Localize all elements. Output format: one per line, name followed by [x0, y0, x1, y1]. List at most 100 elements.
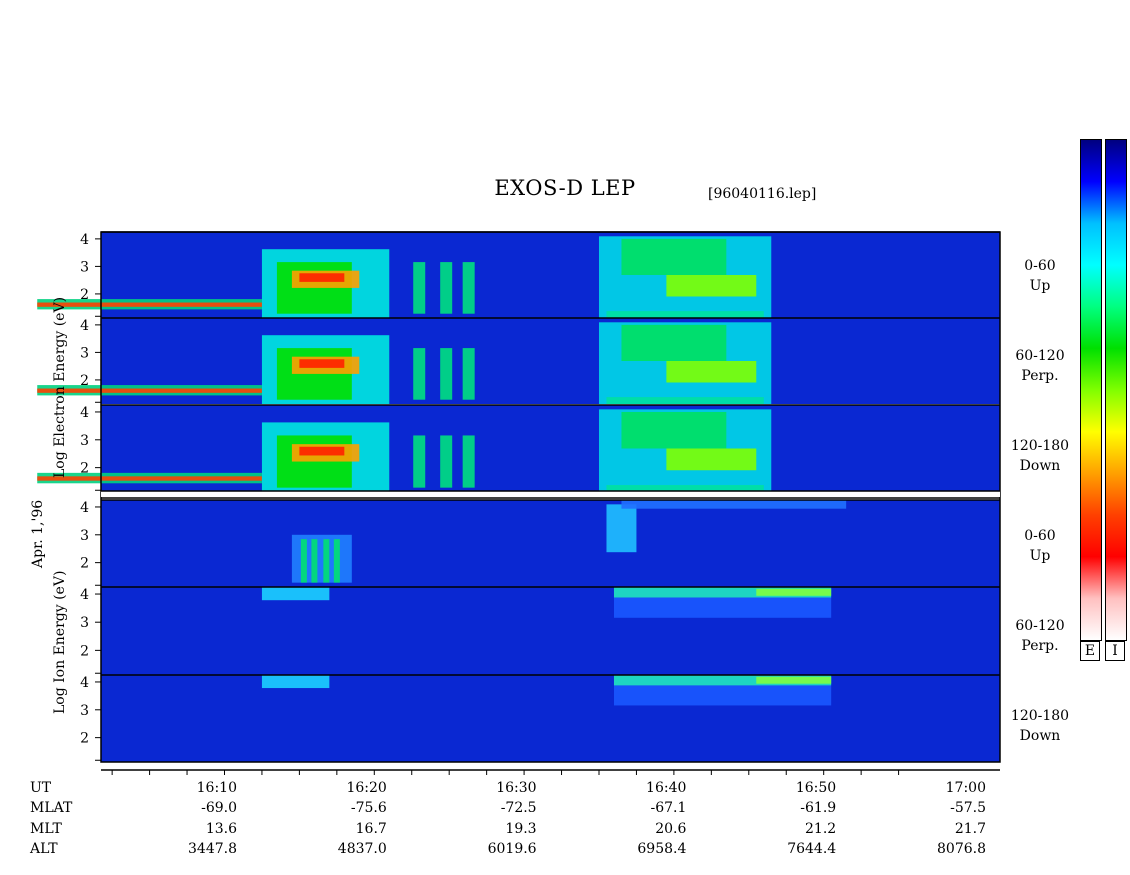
spectrum-region — [261, 675, 330, 689]
spectrum-region — [606, 504, 637, 553]
ephemeris-row-label: ALT — [30, 841, 58, 857]
y-tick-label: 2 — [80, 373, 89, 389]
panel-bg — [101, 675, 1000, 762]
spectrum-region — [323, 539, 330, 583]
date-label: Apr. 1,'96 — [30, 499, 46, 568]
pitch-label: 120-180 Down — [1005, 436, 1075, 476]
spectrum-region — [261, 587, 330, 601]
panel-bg — [101, 587, 1000, 675]
spectrum-region — [756, 588, 832, 596]
spectrum-region — [299, 273, 345, 282]
electron-y-label: Log Electron Energy (eV) — [52, 296, 68, 478]
y-tick-label: 4 — [80, 500, 89, 516]
spectrum-region — [621, 500, 847, 509]
ephemeris-mlat: -57.5 — [950, 800, 986, 816]
y-tick-label: 2 — [80, 287, 89, 303]
ephemeris-alt: 6019.6 — [487, 841, 537, 857]
spectrum-region — [300, 539, 307, 583]
spectrum-region — [666, 448, 757, 471]
spectrum-region — [756, 676, 832, 684]
ephemeris-ut: 16:40 — [646, 780, 687, 796]
ion-y-label: Log Ion Energy (eV) — [52, 570, 68, 714]
pitch-direction: Up — [1029, 278, 1051, 294]
ephemeris-row-label: MLAT — [30, 800, 73, 816]
y-tick-label: 4 — [80, 405, 89, 421]
spectrum-region — [621, 411, 727, 449]
panel-bg — [101, 500, 1000, 587]
colorbar-electron-label: E — [1080, 641, 1100, 661]
spectrum-region — [606, 311, 764, 318]
ephemeris-alt: 3447.8 — [188, 841, 237, 857]
ephemeris-mlat: -69.0 — [201, 800, 237, 816]
pitch-range: 60-120 — [1015, 618, 1065, 634]
spectrum-region — [299, 359, 345, 368]
spectrum-region — [621, 238, 727, 275]
ephemeris-ut: 16:30 — [496, 780, 537, 796]
pitch-label: 60-120 Perp. — [1005, 346, 1075, 386]
pitch-direction: Down — [1019, 728, 1061, 744]
ephemeris-ut: 16:50 — [795, 780, 837, 796]
spectrum-region — [613, 587, 832, 598]
ephemeris-row-label: UT — [30, 780, 52, 796]
pitch-direction: Up — [1029, 548, 1051, 564]
spectrum-region — [413, 262, 426, 314]
pitch-range: 120-180 — [1010, 438, 1070, 454]
y-tick-label: 4 — [80, 232, 89, 248]
spectrum-region — [666, 275, 757, 297]
pitch-range: 120-180 — [1010, 708, 1070, 724]
spectrum-region — [37, 302, 262, 307]
spectrum-region — [37, 476, 262, 481]
y-tick-label: 3 — [80, 345, 89, 361]
ephemeris-mlt: 13.6 — [205, 821, 237, 837]
spectrum-region — [413, 348, 426, 400]
spectrum-region — [613, 685, 832, 706]
ephemeris-alt: 4837.0 — [337, 841, 387, 857]
file-label: [96040116.lep] — [708, 186, 817, 202]
y-tick-label: 4 — [80, 675, 89, 691]
ephemeris-row-label: MLT — [30, 821, 62, 837]
spectrum-region — [606, 397, 764, 404]
pitch-direction: Perp. — [1021, 368, 1059, 384]
spectrum-region — [276, 435, 352, 488]
spectrum-region — [621, 324, 727, 361]
pitch-label: 120-180 Down — [1005, 706, 1075, 746]
y-tick-label: 2 — [80, 731, 89, 747]
ephemeris-mlt: 20.6 — [655, 821, 687, 837]
spectrum-region — [440, 435, 453, 488]
ephemeris-mlt: 21.7 — [954, 821, 986, 837]
colorbar-ion-label: I — [1105, 641, 1125, 661]
spectrum-region — [440, 348, 453, 400]
spectrum-region — [666, 361, 757, 383]
ephemeris-ut: 17:00 — [945, 780, 986, 796]
pitch-range: 60-120 — [1015, 348, 1065, 364]
y-tick-label: 2 — [80, 643, 89, 659]
spectrum-region — [462, 262, 475, 314]
y-tick-label: 3 — [80, 615, 89, 631]
y-tick-label: 3 — [80, 703, 89, 719]
ephemeris-alt: 7644.4 — [787, 841, 837, 857]
ephemeris-alt: 6958.4 — [637, 841, 687, 857]
pitch-direction: Perp. — [1021, 638, 1059, 654]
ephemeris-mlt: 16.7 — [355, 821, 387, 837]
colorbar-electron — [1080, 139, 1102, 641]
ephemeris-mlt: 19.3 — [505, 821, 537, 837]
pitch-label: 60-120 Perp. — [1005, 616, 1075, 656]
ephemeris-mlt: 21.2 — [805, 821, 837, 837]
pitch-label: 0-60 Up — [1005, 526, 1075, 566]
spectrum-region — [311, 539, 318, 583]
y-tick-label: 4 — [80, 587, 89, 603]
spectrum-region — [299, 446, 345, 456]
spectrum-region — [440, 262, 453, 314]
spectrum-region — [37, 388, 262, 393]
pitch-direction: Down — [1019, 458, 1061, 474]
ephemeris-mlat: -61.9 — [800, 800, 837, 816]
ephemeris-mlat: -75.6 — [350, 800, 387, 816]
y-tick-label: 2 — [80, 556, 89, 572]
ephemeris-ut: 16:10 — [196, 780, 237, 796]
colorbar-ion — [1105, 139, 1127, 641]
y-tick-label: 4 — [80, 318, 89, 334]
spectrum-region — [606, 485, 764, 492]
y-tick-label: 3 — [80, 528, 89, 544]
ephemeris-ut: 16:20 — [346, 780, 387, 796]
